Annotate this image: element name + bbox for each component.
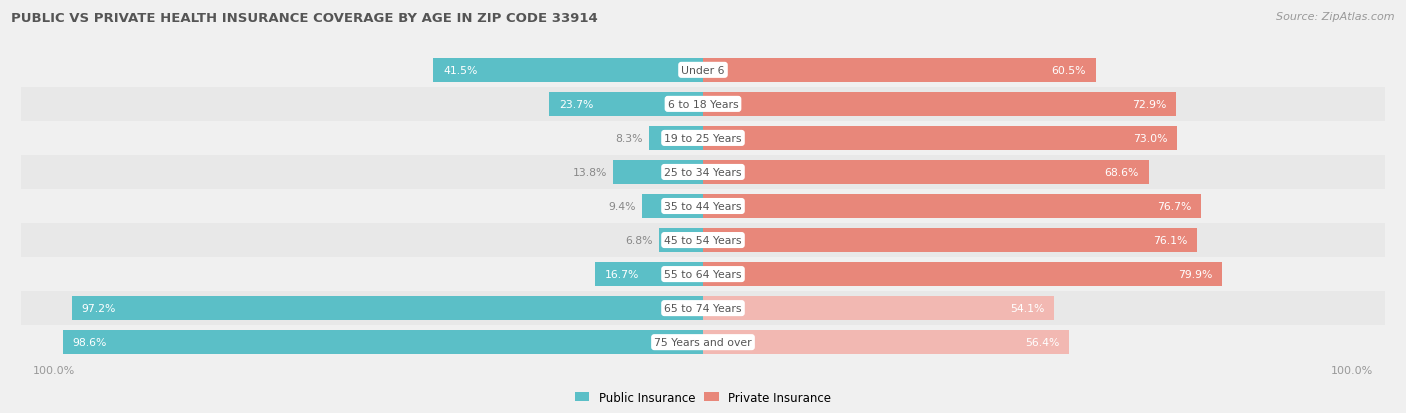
Text: 8.3%: 8.3% bbox=[614, 133, 643, 144]
Text: 35 to 44 Years: 35 to 44 Years bbox=[664, 202, 742, 211]
Text: 6.8%: 6.8% bbox=[624, 235, 652, 245]
Text: 60.5%: 60.5% bbox=[1052, 66, 1087, 76]
Text: Under 6: Under 6 bbox=[682, 66, 724, 76]
Text: 55 to 64 Years: 55 to 64 Years bbox=[664, 269, 742, 280]
Bar bbox=[21, 121, 1385, 156]
Text: Source: ZipAtlas.com: Source: ZipAtlas.com bbox=[1277, 12, 1395, 22]
Text: 75 Years and over: 75 Years and over bbox=[654, 337, 752, 347]
Text: 68.6%: 68.6% bbox=[1104, 168, 1139, 178]
Bar bbox=[595, 262, 703, 287]
Bar bbox=[21, 223, 1385, 257]
Text: 16.7%: 16.7% bbox=[605, 269, 638, 280]
Text: 45 to 54 Years: 45 to 54 Years bbox=[664, 235, 742, 245]
Bar bbox=[703, 194, 1201, 219]
Bar bbox=[643, 194, 703, 219]
Bar bbox=[703, 296, 1054, 320]
Text: 13.8%: 13.8% bbox=[572, 168, 607, 178]
Text: 6 to 18 Years: 6 to 18 Years bbox=[668, 100, 738, 109]
Bar bbox=[703, 262, 1222, 287]
Text: PUBLIC VS PRIVATE HEALTH INSURANCE COVERAGE BY AGE IN ZIP CODE 33914: PUBLIC VS PRIVATE HEALTH INSURANCE COVER… bbox=[11, 12, 598, 25]
Text: 19 to 25 Years: 19 to 25 Years bbox=[664, 133, 742, 144]
Text: 54.1%: 54.1% bbox=[1011, 304, 1045, 313]
Bar bbox=[703, 93, 1177, 117]
Text: 98.6%: 98.6% bbox=[72, 337, 107, 347]
Text: 65 to 74 Years: 65 to 74 Years bbox=[664, 304, 742, 313]
Text: 97.2%: 97.2% bbox=[82, 304, 115, 313]
Legend: Public Insurance, Private Insurance: Public Insurance, Private Insurance bbox=[571, 386, 835, 408]
Bar bbox=[21, 257, 1385, 292]
Bar bbox=[21, 156, 1385, 190]
Text: 41.5%: 41.5% bbox=[443, 66, 478, 76]
Bar bbox=[703, 228, 1198, 253]
Text: 56.4%: 56.4% bbox=[1025, 337, 1060, 347]
Bar bbox=[550, 93, 703, 117]
Bar bbox=[21, 325, 1385, 359]
Bar bbox=[21, 54, 1385, 88]
Text: 76.1%: 76.1% bbox=[1153, 235, 1188, 245]
Text: 25 to 34 Years: 25 to 34 Years bbox=[664, 168, 742, 178]
Bar bbox=[650, 126, 703, 151]
Text: 9.4%: 9.4% bbox=[607, 202, 636, 211]
Bar bbox=[433, 59, 703, 83]
Bar bbox=[703, 330, 1070, 354]
Bar bbox=[72, 296, 703, 320]
Text: 72.9%: 72.9% bbox=[1132, 100, 1167, 109]
Text: 76.7%: 76.7% bbox=[1157, 202, 1191, 211]
Bar bbox=[613, 160, 703, 185]
Bar bbox=[703, 59, 1095, 83]
Bar bbox=[703, 126, 1177, 151]
Bar bbox=[21, 292, 1385, 325]
Bar bbox=[63, 330, 703, 354]
Text: 79.9%: 79.9% bbox=[1178, 269, 1212, 280]
Bar bbox=[21, 88, 1385, 121]
Text: 73.0%: 73.0% bbox=[1133, 133, 1167, 144]
Bar bbox=[659, 228, 703, 253]
Bar bbox=[703, 160, 1149, 185]
Text: 23.7%: 23.7% bbox=[558, 100, 593, 109]
Bar bbox=[21, 190, 1385, 223]
